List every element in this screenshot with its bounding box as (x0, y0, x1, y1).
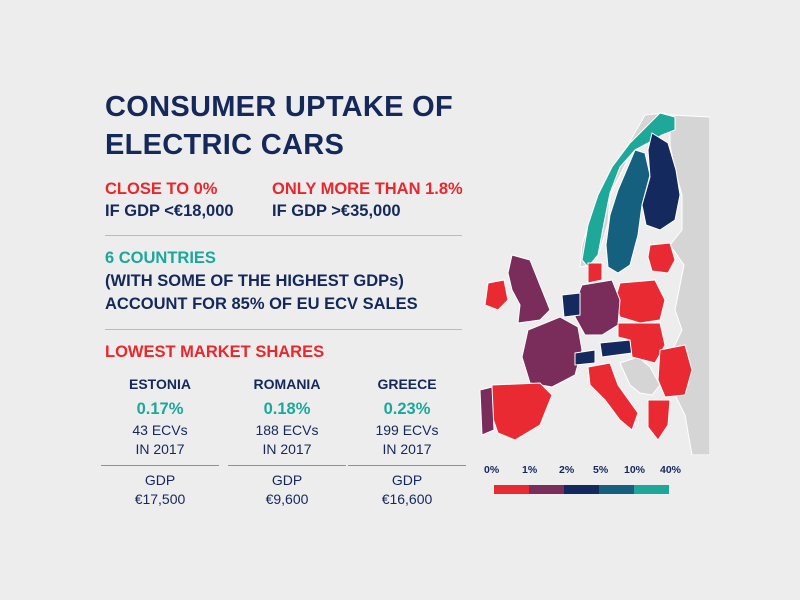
country-finland (641, 132, 681, 231)
legend-label-0: 0% (484, 464, 500, 476)
country-italy (587, 362, 639, 431)
country-norway (581, 112, 676, 268)
gdp-label: GDP (391, 472, 423, 488)
country-denmark (587, 262, 603, 284)
legend-swatch-1-2 (529, 485, 564, 494)
country-name: GREECE (377, 376, 437, 392)
country-column-romania: ROMANIA 0.18% 188 ECVs IN 2017 GDP €9,60… (228, 373, 346, 509)
country-netherlands (561, 292, 581, 318)
country-ireland (484, 279, 509, 311)
country-romania-bulgaria (657, 344, 693, 398)
highlight-line-2: (WITH SOME OF THE HIGHEST GDPs) (105, 272, 404, 290)
legend-swatch-10-40 (634, 485, 669, 494)
country-name: ROMANIA (253, 376, 321, 392)
legend-label-2: 2% (559, 464, 575, 476)
legend-swatch-0-1 (494, 485, 529, 494)
market-share: 0.23% (383, 400, 431, 418)
stat-high-gdp: ONLY MORE THAN 1.8% IF GDP >€35,000 (272, 178, 463, 222)
column-divider (348, 465, 466, 466)
ecv-count: 199 ECVs (375, 422, 439, 438)
ecv-count: 188 ECVs (255, 422, 319, 438)
market-share: 0.17% (136, 400, 184, 418)
europe-map (479, 112, 710, 455)
divider-2 (105, 329, 462, 330)
legend-label-1: 1% (522, 464, 538, 476)
lowest-shares-heading: LOWEST MARKET SHARES (105, 343, 325, 361)
gdp-value: €9,600 (265, 491, 309, 507)
title-line-1: CONSUMER UPTAKE OF (105, 91, 454, 123)
legend-swatch-5-10 (599, 485, 634, 494)
country-switzerland (574, 349, 596, 366)
country-column-greece: GREECE 0.23% 199 ECVs IN 2017 GDP €16,60… (348, 373, 466, 509)
country-spain (489, 382, 553, 441)
country-baltics (647, 242, 676, 274)
legend-labels: 0% 1% 2% 5% 10% 40% (470, 464, 700, 480)
column-divider (228, 465, 346, 466)
country-austria (599, 339, 633, 358)
country-column-estonia: ESTONIA 0.17% 43 ECVs IN 2017 GDP €17,50… (101, 373, 219, 509)
country-germany (574, 279, 621, 336)
gdp-label: GDP (271, 472, 303, 488)
stat-low-gdp: CLOSE TO 0% IF GDP <€18,000 (105, 178, 234, 222)
divider-1 (105, 235, 462, 236)
title-line-2: ELECTRIC CARS (105, 129, 345, 161)
gdp-label: GDP (144, 472, 176, 488)
legend-color-bar (494, 485, 669, 494)
stat-high-gdp-condition: IF GDP >€35,000 (272, 202, 401, 220)
legend-label-4: 10% (624, 464, 646, 476)
country-portugal (479, 386, 495, 436)
stat-high-gdp-headline: ONLY MORE THAN 1.8% (272, 180, 463, 198)
market-share: 0.18% (263, 400, 311, 418)
highlight-six-countries: 6 COUNTRIES (WITH SOME OF THE HIGHEST GD… (105, 247, 418, 316)
gdp-value: €16,600 (381, 491, 433, 507)
highlight-line-3: ACCOUNT FOR 85% OF EU ECV SALES (105, 295, 418, 313)
country-name: ESTONIA (129, 376, 191, 392)
legend-swatch-2-5 (564, 485, 599, 494)
page-title: CONSUMER UPTAKE OF ELECTRIC CARS (105, 88, 453, 164)
legend-label-3: 5% (593, 464, 609, 476)
gdp-value: €17,500 (134, 491, 186, 507)
stat-low-gdp-condition: IF GDP <€18,000 (105, 202, 234, 220)
country-uk (507, 254, 551, 324)
highlight-heading: 6 COUNTRIES (105, 249, 216, 267)
ecv-year: IN 2017 (382, 441, 432, 457)
country-central-europe (617, 322, 666, 364)
country-france (521, 316, 583, 388)
legend-label-5: 40% (660, 464, 682, 476)
ecv-year: IN 2017 (262, 441, 312, 457)
country-poland (614, 279, 666, 324)
stat-low-gdp-headline: CLOSE TO 0% (105, 180, 218, 198)
ecv-count: 43 ECVs (132, 422, 188, 438)
column-divider (101, 465, 219, 466)
ecv-year: IN 2017 (135, 441, 185, 457)
country-greece (647, 399, 671, 441)
